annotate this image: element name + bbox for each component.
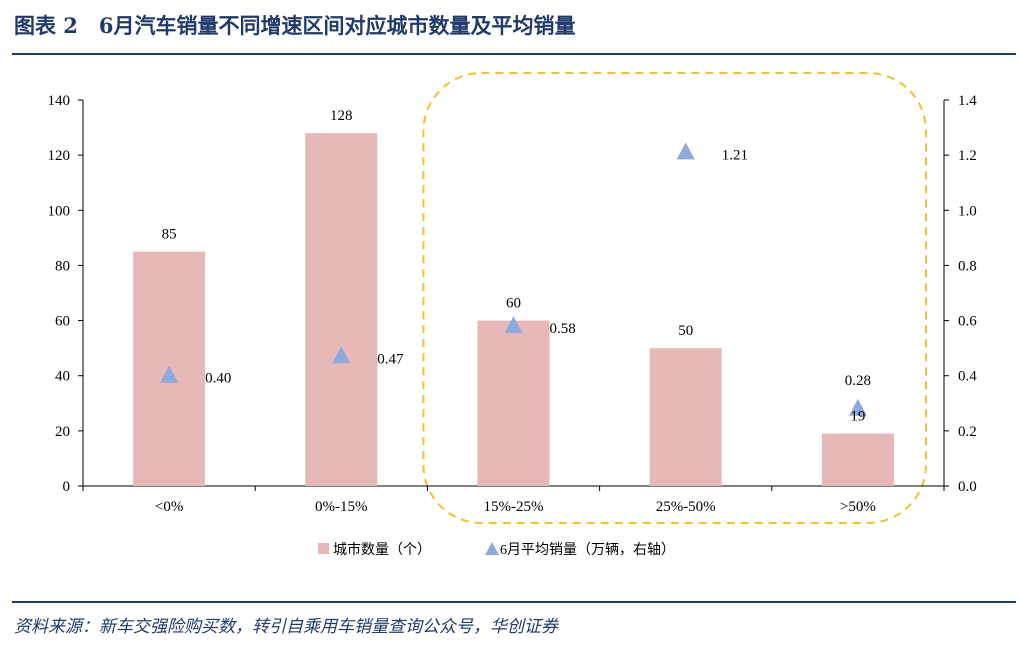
- triangle-marker: [332, 346, 351, 364]
- combo-chart: 0204060801001201400.00.20.40.60.81.01.21…: [48, 72, 977, 558]
- x-tick-label: 25%-50%: [656, 499, 716, 515]
- marker-data-label: 0.58: [550, 321, 576, 337]
- bar: [821, 433, 894, 486]
- bar-data-label: 128: [330, 108, 353, 124]
- bar-data-label: 19: [850, 409, 865, 425]
- y-tick-label-left: 0: [63, 479, 71, 495]
- marker-data-label: 0.40: [205, 371, 231, 387]
- legend-swatch-bar: [318, 543, 329, 554]
- highlight-box: [422, 72, 927, 524]
- y-tick-label-left: 140: [48, 93, 71, 109]
- x-tick-label: 15%-25%: [484, 499, 544, 515]
- y-tick-label-right: 1.4: [958, 93, 977, 109]
- bar: [649, 348, 722, 486]
- legend-swatch-marker: [485, 542, 499, 555]
- bar-data-label: 50: [678, 323, 693, 339]
- y-tick-label-right: 0.4: [958, 369, 977, 385]
- x-tick-label: 0%-15%: [315, 499, 368, 515]
- source-rule: [12, 601, 1016, 603]
- source-note: 资料来源：新车交强险购买数，转引自乘用车销量查询公众号，华创证券: [14, 617, 558, 637]
- x-tick-label: >50%: [840, 499, 876, 515]
- y-tick-label-right: 0.0: [958, 479, 977, 495]
- bar-data-label: 60: [506, 296, 521, 312]
- y-tick-label-left: 120: [48, 148, 71, 164]
- y-tick-label-left: 80: [55, 258, 70, 274]
- bar-data-label: 85: [162, 227, 177, 243]
- y-tick-label-right: 0.8: [958, 258, 977, 274]
- triangle-marker: [160, 365, 179, 383]
- triangle-marker: [504, 316, 523, 334]
- figure-title: 图表 2 6月汽车销量不同增速区间对应城市数量及平均销量: [14, 13, 576, 38]
- y-tick-label-right: 0.6: [958, 314, 977, 330]
- y-tick-label-left: 20: [55, 424, 70, 440]
- bar: [477, 320, 550, 486]
- y-tick-label-right: 1.0: [958, 203, 977, 219]
- title-rule: [12, 53, 1016, 55]
- x-tick-label: <0%: [155, 499, 183, 515]
- bar: [305, 133, 378, 487]
- y-tick-label-left: 40: [55, 369, 70, 385]
- legend-label-marker: 6月平均销量（万辆，右轴）: [500, 542, 675, 558]
- y-tick-label-left: 100: [48, 203, 71, 219]
- triangle-marker: [676, 142, 695, 160]
- marker-data-label: 0.28: [845, 373, 871, 389]
- legend-label-bar: 城市数量（个）: [333, 541, 431, 558]
- marker-data-label: 1.21: [722, 147, 748, 163]
- y-tick-label-left: 60: [55, 314, 70, 330]
- y-tick-label-right: 0.2: [958, 424, 977, 440]
- triangle-marker: [848, 398, 867, 416]
- y-tick-label-right: 1.2: [958, 148, 977, 164]
- marker-data-label: 0.47: [377, 351, 404, 367]
